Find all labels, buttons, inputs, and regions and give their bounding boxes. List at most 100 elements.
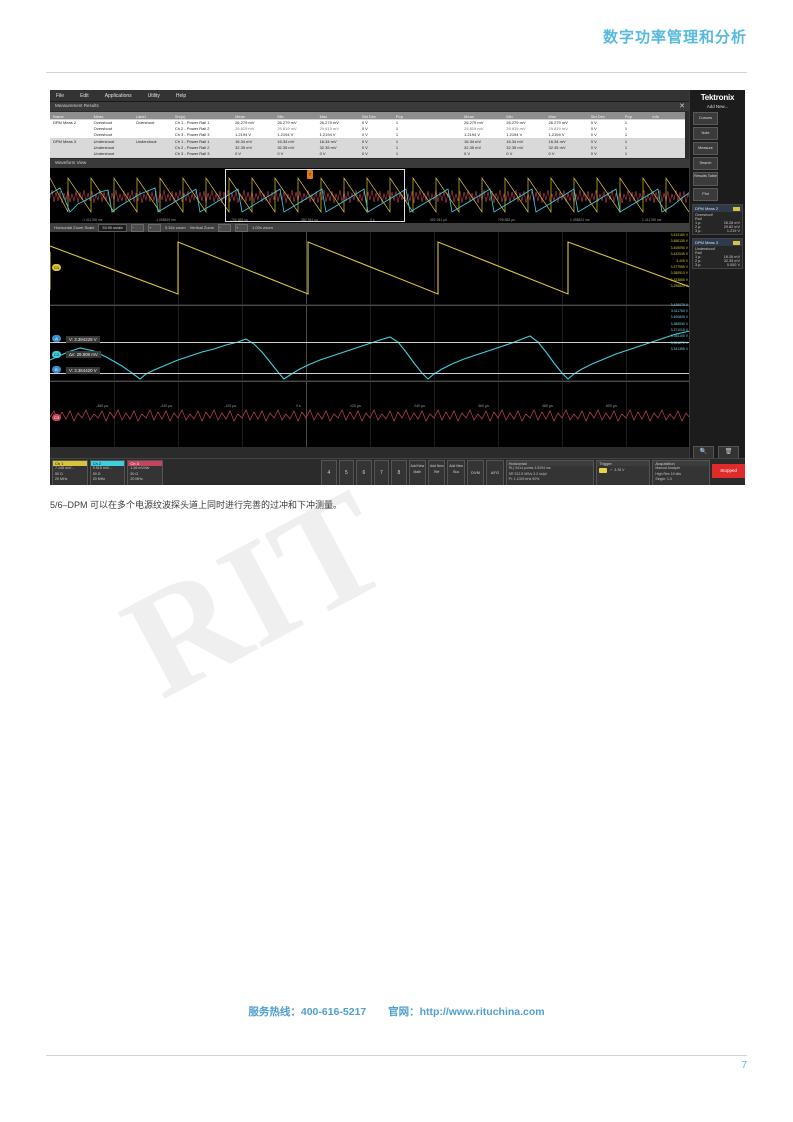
badge-body: Overshoot' Rail 1 µ: 26.28 mV 2 µ: 29.82… <box>693 212 742 234</box>
plot-button[interactable]: Plot <box>693 188 718 201</box>
footer-hotline: 服务热线：400-616-5217 <box>248 1006 367 1018</box>
badge-color-chip <box>733 206 740 211</box>
cursor-delta-readout[interactable]: Δv: 29.808 mV <box>66 351 101 358</box>
badge-value: 1.219 V <box>726 229 740 233</box>
value-line: 32.35 mV <box>548 145 566 150</box>
channel-button-4[interactable]: 4 <box>321 460 337 485</box>
menu-item-utility[interactable]: Utility <box>147 92 160 99</box>
badge-key: 1 µ: <box>695 221 702 225</box>
value-line: 26.279 mV <box>464 120 484 125</box>
measure-button[interactable]: Measure <box>693 142 718 155</box>
h-zoom-plus-button[interactable]: + <box>147 223 161 232</box>
waveform-view-title: Waveform View <box>50 159 745 168</box>
v-tick: 3.351270 V <box>670 340 688 345</box>
value-line: 0 V <box>464 151 471 156</box>
cursors-button[interactable]: Cursors <box>693 112 718 125</box>
add-new-ref-button[interactable]: Add New Ref <box>428 460 446 485</box>
h-zoom-value[interactable]: 53.90 us/div <box>98 223 127 232</box>
value-line: 16.34 mV <box>506 139 524 144</box>
channel-handle-c1[interactable]: C1 <box>52 264 61 271</box>
page-header: 数字功率管理和分析 <box>0 0 793 73</box>
menu-item-help[interactable]: Help <box>175 92 187 99</box>
channel-badge-ch2[interactable]: Ch 2 9.915 mV/... 50 Ω 20 MHz <box>89 460 126 485</box>
dvm-button[interactable]: DVM <box>466 460 485 485</box>
cell-min-2: 16.34 mV 32.35 mV 0 V <box>503 139 545 157</box>
badge-row: 2 µ: 29.82 mV <box>695 225 740 229</box>
col-pop-2: Pop <box>624 113 632 119</box>
cursor-b-readout[interactable]: V: 3.364420 V <box>66 367 100 374</box>
menu-item-applications[interactable]: Applications <box>104 92 132 99</box>
cell-meas: Undershoot Undershoot Undershoot <box>91 139 133 157</box>
dpm-meas-2-badge[interactable]: DPM Meas 2 Overshoot' Rail 1 µ: 26.28 mV… <box>692 204 743 235</box>
horizontal-line: RL) 9414 points 3.5294 ms <box>508 466 551 470</box>
channel-button-8[interactable]: 8 <box>391 460 407 485</box>
v-tick: 3.405090 V <box>670 245 688 250</box>
value-line: 32.35 mV <box>506 145 524 150</box>
channel-button-7[interactable]: 7 <box>373 460 390 485</box>
value-line: 0 V <box>361 151 368 156</box>
search-button[interactable]: Search <box>693 157 718 170</box>
v-zoom-plus-button[interactable]: + <box>235 223 249 232</box>
add-new-math-button[interactable]: Add New Math <box>408 460 427 485</box>
channel-button-5[interactable]: 5 <box>338 460 355 485</box>
trigger-panel[interactable]: Trigger ↗ 3.28 V <box>596 460 651 485</box>
v-tick: 3.371015 V <box>670 328 688 333</box>
run-stop-button[interactable]: Stopped <box>712 464 745 478</box>
cell-info <box>649 120 685 138</box>
horizontal-panel[interactable]: Horizontal RL) 9414 points 3.5294 ms SR … <box>505 460 595 485</box>
badge-row: 3 µ: 0.000 V <box>695 263 740 267</box>
menu-item-edit[interactable]: Edit <box>80 92 89 99</box>
cell-mean: 26.279 mV 29.819 mV 1.2194 V <box>232 120 274 138</box>
value-line: 26.279 mV <box>548 120 568 125</box>
h-zoom-minus-button[interactable]: − <box>130 223 144 232</box>
overview-tick: -705.883 µs <box>230 218 248 222</box>
value-line: 29.819 mV <box>277 126 297 131</box>
add-new-bus-button[interactable]: Add New Bus <box>447 460 465 485</box>
value-line: 0 V <box>590 151 597 156</box>
ch1-title: Ch 1 <box>53 461 87 466</box>
dpm-meas-3-badge[interactable]: DPM Meas 3 Undershoot' Rail 1 µ: 16.26 m… <box>692 238 743 269</box>
scope-sidebar: Tektronix Add New... Cursors Note Measur… <box>689 90 745 485</box>
results-table-button[interactable]: Results Table <box>693 172 718 186</box>
col-stddev-2: Std Dev <box>590 113 605 119</box>
meas-line: Undershoot <box>93 145 115 150</box>
value-line: 0 V <box>235 151 242 156</box>
trash-icon[interactable]: 🗑 <box>718 446 739 459</box>
scope-menu-bar: File Edit Applications Utility Help <box>50 90 745 102</box>
v-zoom-minus-button[interactable]: − <box>218 223 232 232</box>
tektronix-logo: Tektronix <box>700 93 735 102</box>
cursor-handle-a[interactable]: A <box>52 335 61 342</box>
channel-button-6[interactable]: 6 <box>356 460 372 485</box>
table-row[interactable]: DPM Meas 2 Overshoot Overshoot Overshoot… <box>50 120 685 139</box>
v-tick: 3.400845 V <box>670 315 688 320</box>
zoom-selection-box[interactable] <box>225 169 405 222</box>
badge-subtitle: Overshoot' <box>695 213 714 217</box>
main-graticule[interactable]: C1 A C2 B C3 V: 3.394228 V Δv: 29.808 mV… <box>50 232 690 447</box>
v-tick: 3.385930 V <box>670 321 688 326</box>
cell-info <box>649 139 685 157</box>
badge-value: 29.82 mV <box>723 225 740 229</box>
afg-button[interactable]: AFG <box>486 460 504 485</box>
channel-badge-ch1[interactable]: Ch 1 7.145 mV/... 50 Ω 20 MHz <box>52 460 88 485</box>
cursor-handle-b[interactable]: B <box>52 366 61 373</box>
src-line: Ch 2 - Power Rail 2 <box>174 145 210 150</box>
acquisition-panel[interactable]: Acquisition Manual Analyze High Res 15 b… <box>652 460 711 485</box>
src-line: Ch 2 - Power Rail 2 <box>174 126 210 131</box>
waveform-overview[interactable]: T -1.411766 ms -1.058819 ms -705.883 µs … <box>50 168 690 223</box>
menu-item-file[interactable]: File <box>56 92 65 99</box>
footer-divider <box>46 1055 747 1056</box>
cell-min: 16.34 mV 32.35 mV 0 V <box>274 139 316 157</box>
v-tick: 3.341355 V <box>670 347 688 352</box>
channel-handle-c3[interactable]: C3 <box>52 414 61 421</box>
col-meas: Meas <box>93 113 104 119</box>
note-button[interactable]: Note <box>693 127 718 140</box>
channel-handle-c2[interactable]: C2 <box>52 351 61 358</box>
ch2-bandwidth: 20 MHz <box>92 477 106 481</box>
horizontal-line: SR 312.5 MS/s 3.2 ns/pt <box>508 471 547 476</box>
close-icon[interactable]: ✕ <box>679 103 685 110</box>
table-row[interactable]: DPM Meas 3 Undershoot Undershoot Undersh… <box>50 139 685 158</box>
cursor-a-readout[interactable]: V: 3.394228 V <box>66 336 100 343</box>
channel-badge-ch3[interactable]: Ch 3 1.26 mV/div 50 Ω 20 MHz <box>127 460 164 485</box>
value-line: 0 V <box>361 120 368 125</box>
trigger-marker-icon[interactable]: T <box>307 170 313 179</box>
